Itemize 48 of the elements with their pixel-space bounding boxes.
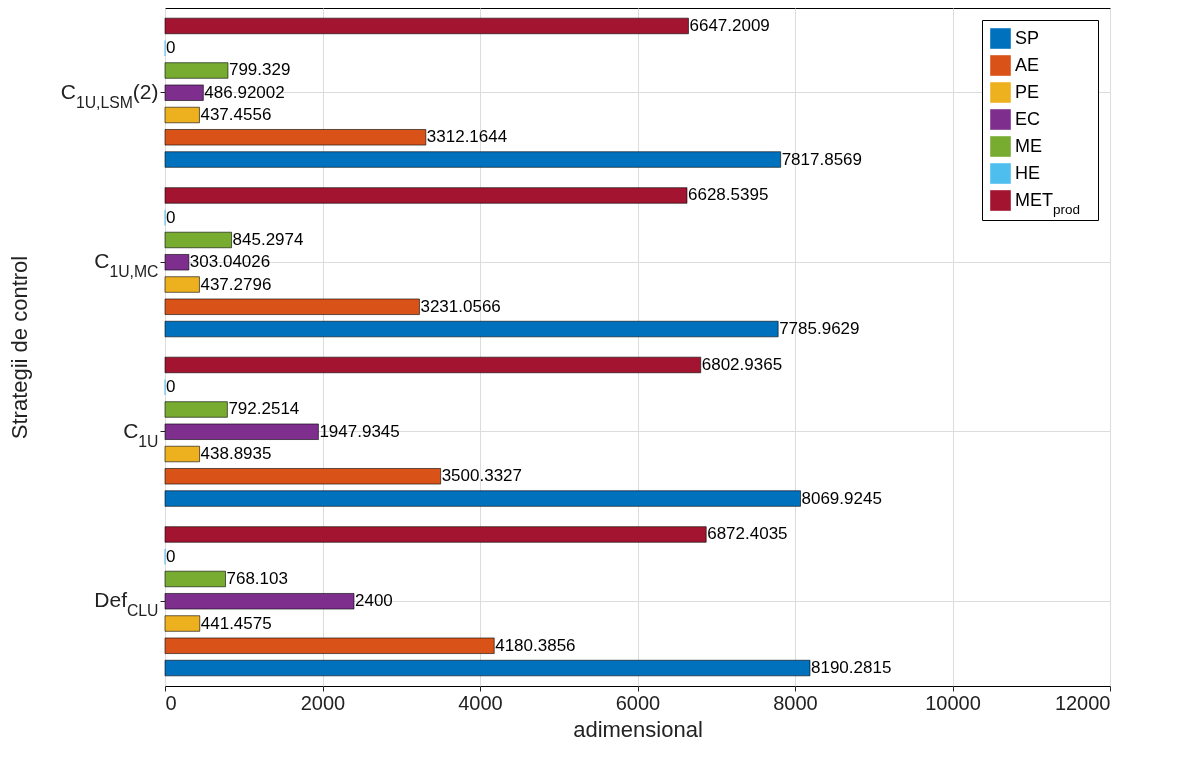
data-label: 792.2514	[228, 399, 300, 419]
data-label: 768.103	[226, 568, 288, 588]
y-tick-label: C$_{1U,LSM}$(2)	[60, 79, 159, 111]
data-label: 437.4556	[200, 105, 272, 125]
data-label: 2400	[355, 591, 393, 611]
x-tick-label: 0	[165, 691, 177, 714]
legend-label: AE	[1015, 54, 1040, 75]
data-label: 799.329	[228, 60, 291, 80]
data-label: 0	[166, 38, 176, 58]
data-label: 6802.9365	[701, 354, 783, 374]
y-axis-title: Strategii de control	[6, 255, 32, 440]
x-tick-label: 8000	[773, 691, 818, 714]
x-tick-label: 4000	[458, 691, 503, 714]
data-label: 4180.3856	[495, 635, 576, 655]
data-label: 8069.9245	[801, 488, 882, 508]
data-label: 7817.8569	[781, 149, 863, 169]
x-tick-label: 2000	[300, 691, 346, 714]
data-label: 7785.9629	[779, 319, 860, 339]
y-tick-label: C$_{1U,MC}$	[94, 249, 159, 280]
data-label: 0	[166, 377, 176, 397]
data-label: 3500.3327	[441, 466, 523, 486]
legend-label: MET$_{prod}$	[1015, 189, 1081, 216]
y-tick-label: Def$_{CLU}$	[94, 588, 159, 619]
y-tick-label: C$_{1U}$	[123, 418, 159, 450]
x-tick-label: 10000	[925, 691, 981, 714]
data-label: 303.04026	[189, 252, 271, 272]
data-label: 6872.4035	[707, 524, 788, 544]
data-label: 0	[166, 546, 176, 566]
x-tick-label: 12000	[1054, 691, 1111, 714]
data-label: 437.2796	[200, 274, 272, 294]
data-label: 1947.9345	[319, 421, 400, 441]
data-label: 3231.0566	[420, 296, 501, 316]
data-label: 3312.1644	[426, 127, 508, 147]
data-label: 441.4575	[200, 613, 272, 633]
data-label: 845.2974	[232, 229, 304, 249]
data-label: 438.8935	[200, 444, 272, 464]
x-axis-title: adimensional	[573, 716, 703, 742]
data-label: 6647.2009	[689, 15, 770, 35]
data-label: 6628.5395	[688, 185, 769, 205]
data-label: 486.92002	[204, 82, 285, 102]
data-label: 8190.2815	[810, 658, 892, 678]
legend-label: SP	[1015, 27, 1040, 48]
legend-label: PE	[1015, 81, 1040, 102]
legend-label: EC	[1015, 108, 1041, 129]
legend-label: ME	[1015, 135, 1042, 156]
data-label: 0	[166, 207, 176, 227]
x-tick-label: 6000	[615, 691, 661, 714]
legend-label: HE	[1015, 162, 1041, 183]
